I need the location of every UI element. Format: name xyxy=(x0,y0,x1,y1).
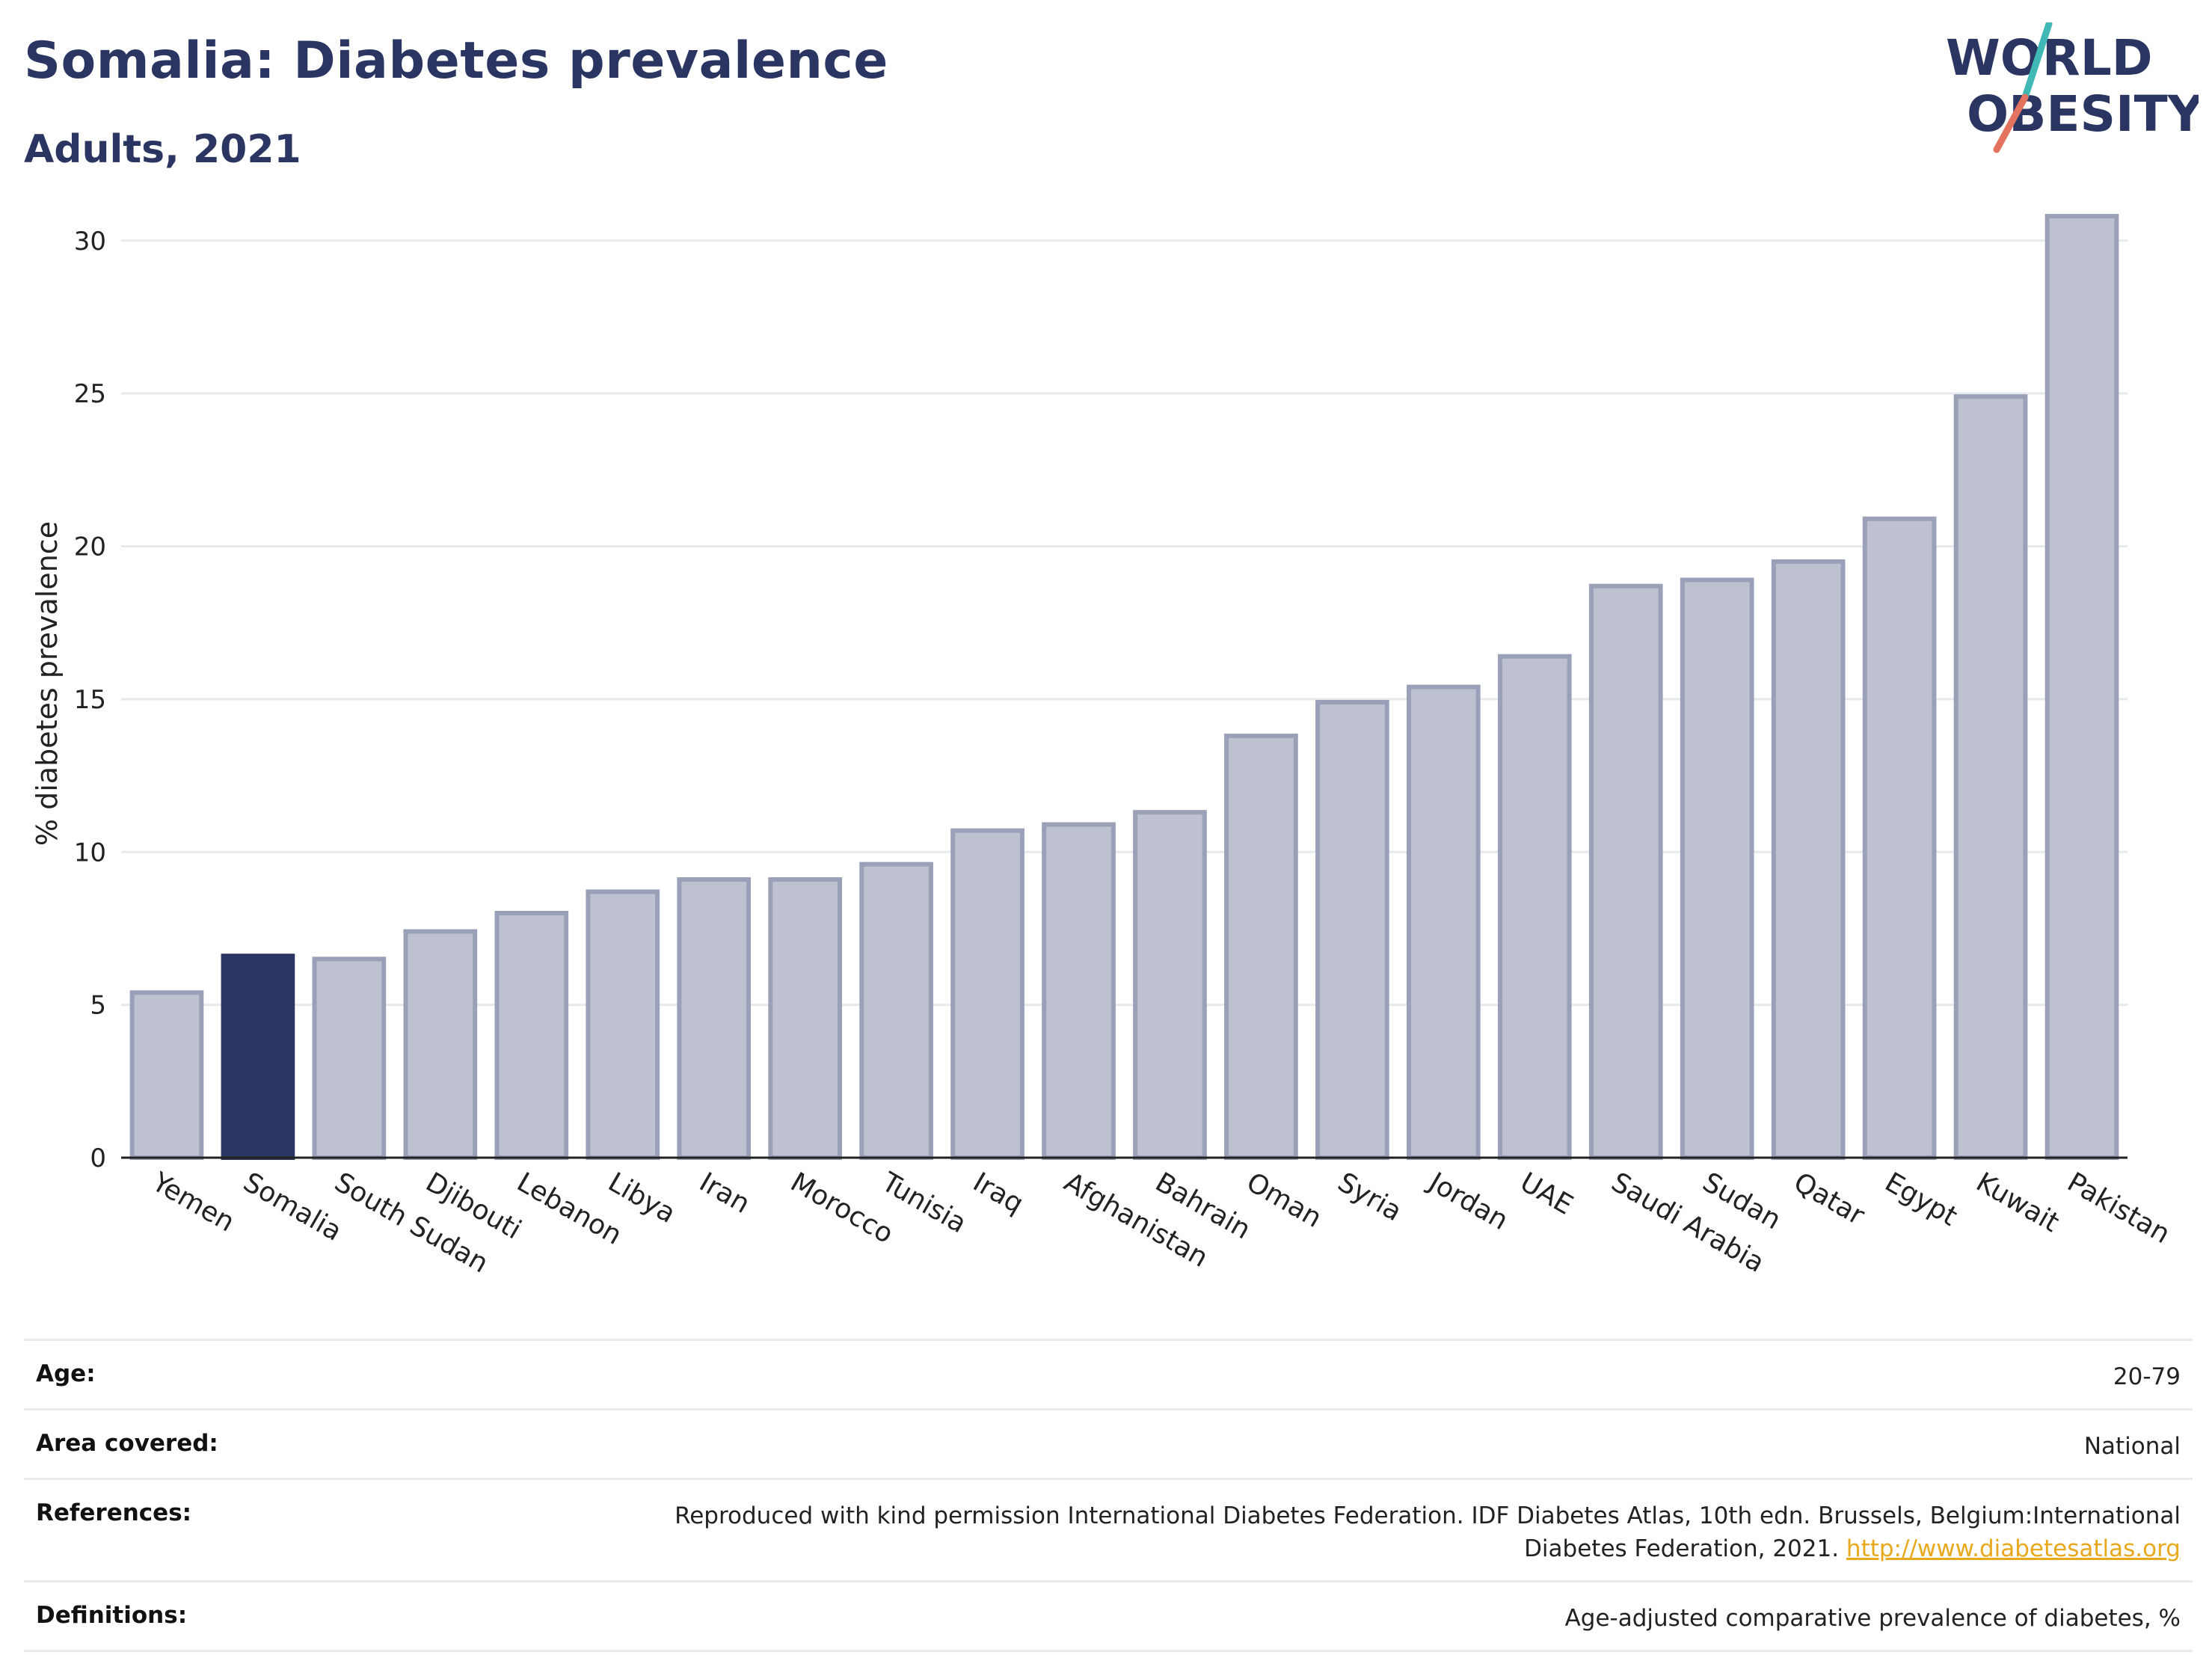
meta-value: Reproduced with kind permission Internat… xyxy=(610,1499,2181,1565)
x-tick-label: Iraq xyxy=(968,1167,1028,1220)
x-tick-label: Oman xyxy=(1241,1167,1327,1234)
x-tick-label: Yemen xyxy=(147,1167,240,1238)
x-tick-label: South Sudan xyxy=(329,1167,493,1279)
bar-tunisia xyxy=(859,862,933,1160)
meta-row-definitions: Definitions: Age-adjusted comparative pr… xyxy=(24,1580,2193,1652)
bar-somalia xyxy=(221,954,295,1160)
diabetes-atlas-link[interactable]: http://www.diabetesatlas.org xyxy=(1846,1535,2181,1562)
bar-saudi-arabia xyxy=(1588,583,1663,1160)
meta-label: Age: xyxy=(36,1360,96,1387)
references-text: Reproduced with kind permission Internat… xyxy=(675,1502,2181,1562)
x-tick-label: Morocco xyxy=(785,1167,898,1250)
bar-iran xyxy=(677,877,752,1160)
y-tick-label: 25 xyxy=(74,379,106,409)
y-axis-label: % diabetes prevalence xyxy=(31,521,64,846)
page-subtitle: Adults, 2021 xyxy=(24,127,301,172)
bar-iraq xyxy=(950,828,1024,1160)
logo-text-world: WORLD xyxy=(1946,29,2153,87)
x-tick-label: Saudi Arabia xyxy=(1606,1167,1769,1279)
bar-libya xyxy=(586,889,660,1160)
x-tick-label: Egypt xyxy=(1880,1167,1962,1232)
x-tick-label: Qatar xyxy=(1789,1167,1870,1231)
y-tick-label: 5 xyxy=(90,991,106,1021)
bar-lebanon xyxy=(494,911,569,1160)
bar-pakistan xyxy=(2044,214,2119,1160)
y-tick-label: 15 xyxy=(74,685,106,715)
page-title: Somalia: Diabetes prevalence xyxy=(24,31,888,90)
bar-sudan xyxy=(1680,577,1754,1160)
x-tick-label: Somalia xyxy=(238,1167,346,1247)
logo-slash-coral xyxy=(1993,93,2029,153)
bar-qatar xyxy=(1771,559,1846,1160)
x-tick-label: Pakistan xyxy=(2062,1167,2175,1250)
meta-row-area: Area covered: National xyxy=(24,1408,2193,1478)
y-tick-label: 10 xyxy=(74,838,106,868)
bar-egypt xyxy=(1862,516,1937,1160)
meta-value: 20-79 xyxy=(2113,1363,2181,1390)
y-tick-label: 30 xyxy=(74,227,106,257)
x-tick-label: Jordan xyxy=(1422,1166,1513,1236)
bar-afghanistan xyxy=(1042,822,1116,1161)
world-obesity-logo: WORLD OBESITY xyxy=(1946,22,2199,153)
y-tick-label: 0 xyxy=(90,1143,106,1173)
bar-djibouti xyxy=(403,929,478,1161)
bar-yemen xyxy=(129,990,204,1161)
meta-row-age: Age: 20-79 xyxy=(24,1339,2193,1408)
bar-morocco xyxy=(768,877,843,1160)
meta-value: Age-adjusted comparative prevalence of d… xyxy=(1564,1605,2181,1632)
metadata-table: Age: 20-79 Area covered: National Refere… xyxy=(24,1339,2193,1652)
x-tick-label: Kuwait xyxy=(1971,1167,2065,1238)
bar-jordan xyxy=(1406,684,1481,1160)
bar-oman xyxy=(1224,733,1298,1160)
meta-label: References: xyxy=(36,1499,192,1526)
bar-syria xyxy=(1315,699,1389,1160)
bar-uae xyxy=(1497,654,1572,1160)
meta-label: Definitions: xyxy=(36,1602,188,1629)
bar-south-sudan xyxy=(312,957,387,1160)
x-tick-label: Iran xyxy=(694,1167,755,1220)
x-tick-label: Syria xyxy=(1333,1167,1407,1227)
x-tick-label: UAE xyxy=(1515,1167,1578,1220)
meta-value: National xyxy=(2083,1433,2181,1460)
bar-kuwait xyxy=(1953,394,2028,1160)
logo-slash-teal xyxy=(2021,22,2053,101)
y-tick-label: 20 xyxy=(74,532,106,562)
meta-row-references: References: Reproduced with kind permiss… xyxy=(24,1478,2193,1580)
meta-label: Area covered: xyxy=(36,1430,218,1457)
bar-bahrain xyxy=(1133,810,1207,1161)
x-tick-label: Lebanon xyxy=(511,1167,627,1251)
